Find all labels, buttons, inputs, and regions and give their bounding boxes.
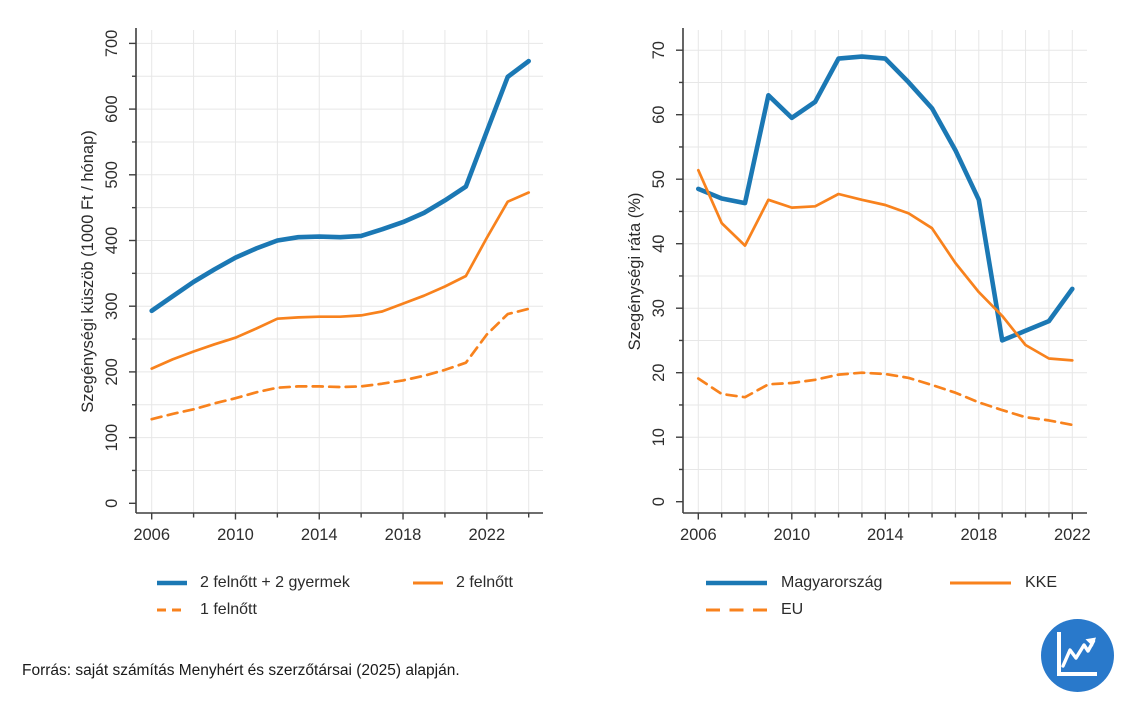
icon-axes — [1057, 632, 1097, 676]
y-tick-label: 70 — [650, 41, 668, 59]
right-chart-legend: Magyarország KKE EU — [706, 569, 1057, 623]
legend-line-swatch — [413, 581, 443, 584]
legend-row: EU — [706, 596, 1057, 623]
legend-line-swatch — [157, 580, 187, 585]
y-tick-label: 700 — [103, 30, 121, 58]
legend-line-swatch — [950, 581, 1011, 584]
series-line-0 — [695, 54, 1075, 343]
legend-line-swatch — [157, 608, 187, 611]
source-note: Forrás: saját számítás Menyhért és szerz… — [22, 662, 460, 679]
left-chart: 0 100 200 300 400 500 600 700 2006 2010 2014 2018 20… — [103, 28, 543, 544]
legend-item: EU — [706, 601, 803, 619]
y-tick-label: 40 — [650, 235, 668, 253]
legend-label: EU — [781, 600, 804, 618]
legend-line-swatch — [706, 608, 767, 611]
icon-trend-line — [1061, 639, 1096, 668]
series-line-2 — [150, 307, 531, 421]
series-line-1 — [696, 168, 1074, 362]
legend-item: Magyarország — [706, 574, 950, 592]
legend-label: KKE — [1025, 573, 1058, 591]
series-line-0 — [149, 58, 532, 314]
y-tick-label: 60 — [650, 106, 668, 124]
x-tick-label: 2010 — [773, 526, 810, 544]
y-tick-label: 200 — [103, 358, 121, 386]
legend-label: 2 felnőtt + 2 gyermek — [200, 573, 350, 591]
y-tick-label: 500 — [103, 161, 121, 189]
x-tick-label: 2014 — [867, 526, 904, 544]
x-tick-label: 2018 — [960, 526, 997, 544]
y-tick-label: 0 — [650, 497, 668, 506]
icon-arrowhead — [1085, 637, 1096, 647]
legend-item: 1 felnőtt — [157, 601, 257, 619]
legend-item: 2 felnőtt + 2 gyermek — [157, 574, 413, 592]
x-tick-label: 2010 — [217, 526, 254, 544]
series-line-1 — [150, 191, 531, 370]
legend-row: Magyarország KKE — [706, 569, 1057, 596]
y-tick-label: 300 — [103, 292, 121, 320]
y-tick-label: 400 — [103, 227, 121, 255]
x-tick-label: 2022 — [468, 526, 505, 544]
legend-row: 2 felnőtt + 2 gyermek 2 felnőtt — [157, 569, 513, 596]
line-chart-icon — [1041, 619, 1114, 692]
x-tick-label: 2022 — [1054, 526, 1091, 544]
right-chart: 0 10 20 30 40 50 60 70 2006 2010 2014 2018 2022 — [650, 28, 1091, 544]
left-chart-legend: 2 felnőtt + 2 gyermek 2 felnőtt 1 felnőtt — [157, 569, 513, 623]
y-tick-label: 50 — [650, 170, 668, 188]
legend-item: KKE — [950, 574, 1057, 592]
y-tick-label: 600 — [103, 95, 121, 123]
x-tick-label: 2006 — [133, 526, 170, 544]
left-y-axis-title: Szegénységi küszöb (1000 Ft / hónap) — [79, 130, 97, 413]
right-y-axis-title: Szegénységi ráta (%) — [626, 193, 644, 351]
y-tick-label: 0 — [103, 499, 121, 508]
legend-item: 2 felnőtt — [413, 574, 513, 592]
legend-label: Magyarország — [781, 573, 883, 591]
legend-line-swatch — [706, 580, 767, 585]
x-tick-label: 2018 — [385, 526, 422, 544]
series-line-2 — [696, 371, 1074, 427]
y-tick-label: 10 — [650, 428, 668, 446]
legend-label: 1 felnőtt — [200, 600, 257, 618]
y-tick-label: 100 — [103, 424, 121, 452]
x-tick-label: 2006 — [680, 526, 717, 544]
y-tick-label: 20 — [650, 364, 668, 382]
x-tick-label: 2014 — [301, 526, 338, 544]
legend-label: 2 felnőtt — [456, 573, 513, 591]
legend-row: 1 felnőtt — [157, 596, 513, 623]
y-tick-label: 30 — [650, 299, 668, 317]
